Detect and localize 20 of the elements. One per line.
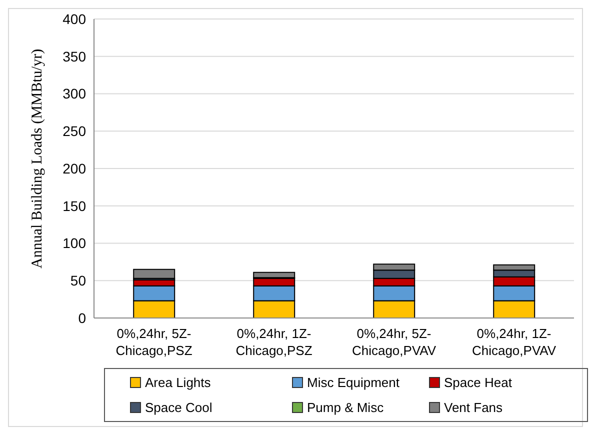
legend-label: Area Lights: [144, 375, 212, 390]
y-tick-label: 350: [62, 48, 86, 64]
legend-label: Space Heat: [443, 375, 513, 390]
legend-label: Pump & Misc: [306, 400, 385, 415]
x-tick-label: 0%,24hr, 5Z-Chicago,PVAV: [352, 326, 436, 358]
legend-label: Vent Fans: [443, 400, 504, 415]
y-tick-label: 250: [62, 123, 86, 140]
y-tick-label: 400: [62, 10, 86, 27]
y-tick-label: 200: [62, 160, 86, 176]
x-tick-label: 0%,24hr, 1Z-Chicago,PSZ: [236, 326, 312, 358]
y-tick-label: 50: [70, 272, 86, 289]
legend-label: Misc Equipment: [306, 375, 400, 390]
y-tick-label: 0: [78, 310, 86, 326]
y-tick-label: 100: [62, 235, 86, 252]
x-tick-label: 0%,24hr, 1Z-Chicago,PVAV: [472, 326, 556, 358]
y-tick-label: 300: [62, 86, 86, 102]
y-tick-label: 150: [62, 198, 86, 214]
x-tick-label: 0%,24hr, 5Z-Chicago,PSZ: [116, 326, 192, 358]
legend-label: Space Cool: [144, 400, 214, 415]
y-axis-title: Annual Building Loads (MMBtu/yr): [29, 48, 46, 268]
